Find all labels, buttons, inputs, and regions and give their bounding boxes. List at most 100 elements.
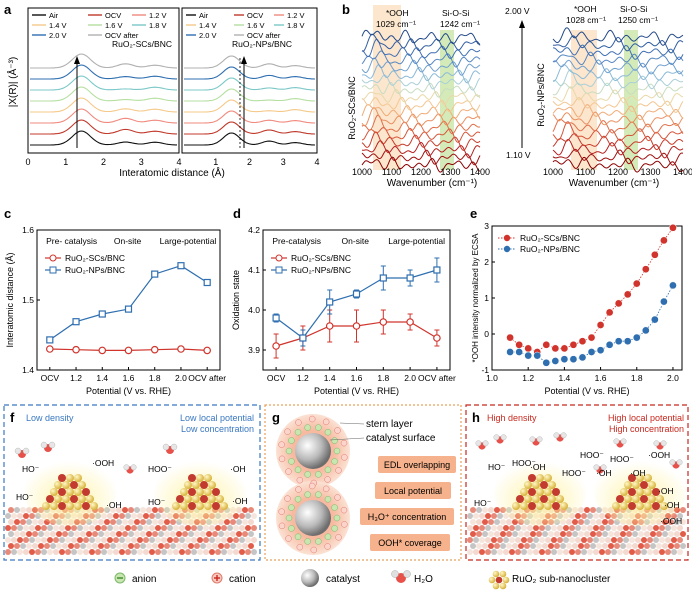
h-cluster-1-atom	[512, 502, 520, 510]
b-xtick-r-4: 1400	[673, 167, 692, 177]
f-cluster-2-atom	[220, 502, 228, 510]
chart-c-point-1-3	[124, 305, 133, 313]
h-cluster-1-atom	[552, 488, 560, 496]
g-anion-0-9	[294, 428, 302, 436]
substrate-atom	[470, 519, 476, 525]
f-cluster-1-atom	[62, 481, 70, 489]
substrate-atom	[680, 543, 686, 549]
substrate-atom	[83, 525, 89, 531]
h-water-5-h1	[653, 440, 660, 447]
h-water-2-h2	[536, 436, 543, 443]
panel-d-chart: OCV 1.2 1.4 1.6 1.8 2.0 OCV after 3.9 4.0 4.1 4.2 P…	[231, 225, 456, 396]
g-box-0	[378, 456, 456, 473]
substrate-atom	[650, 531, 656, 537]
chart-d-point-0-2	[325, 322, 334, 330]
panel-label-a: a	[4, 2, 12, 17]
chart-e-point-1-17	[660, 297, 668, 306]
substrate-atom	[164, 519, 170, 525]
chart-c-ylabel: Interatomic distance (Å)	[5, 252, 15, 347]
g-cation-1-7	[278, 508, 285, 515]
substrate-atom	[14, 543, 20, 549]
substrate-atom	[575, 525, 581, 531]
substrate-atom	[218, 531, 224, 537]
substrate-atom	[629, 537, 635, 543]
g-stern-pointer	[339, 422, 365, 425]
substrate-atom	[47, 537, 53, 543]
substrate-atom	[35, 525, 41, 531]
substrate-atom	[245, 537, 251, 543]
substrate-atom	[482, 543, 488, 549]
panel-a-legend: Air Air OCV OCV 1.2 V 1.2 V 1.4 V 1.4 V 1.6 V 1.6…	[32, 11, 305, 40]
chart-c-point-1-2	[98, 310, 106, 318]
cluster-icon-atom-2	[488, 576, 496, 584]
substrate-atom	[593, 549, 599, 555]
substrate-atom	[41, 549, 47, 555]
chart-e-point-0-13	[623, 290, 632, 299]
h-cluster-1-atom	[528, 502, 536, 510]
chart-d-legend-marker-0	[275, 254, 283, 262]
substrate-atom	[26, 531, 32, 537]
f-cluster-2-atom	[192, 481, 200, 489]
substrate-atom	[56, 531, 62, 537]
h-cluster-1-atom	[520, 502, 528, 510]
substrate-atom	[677, 513, 683, 519]
substrate-atom	[650, 543, 656, 549]
substrate-atom	[242, 519, 248, 525]
substrate-atom	[98, 519, 104, 525]
substrate-atom	[488, 531, 494, 537]
chart-e-ytick-0: -1	[481, 365, 489, 375]
panel-b-peak-ooh-left-val: 1029 cm⁻¹	[376, 19, 416, 29]
substrate-atom	[119, 537, 125, 543]
g-box-label-3: OOH* coverage	[378, 538, 442, 548]
substrate-atom	[671, 537, 677, 543]
substrate-atom	[548, 543, 554, 549]
cluster-icon-atom-1	[499, 570, 507, 578]
substrate-atom	[545, 525, 551, 531]
substrate-atom	[104, 543, 110, 549]
chart-e-point-1-15	[641, 326, 650, 335]
h-cluster-1-atom	[560, 502, 568, 510]
substrate-atom	[26, 543, 32, 549]
chart-e-point-1-0	[506, 348, 514, 356]
substrate-atom	[14, 519, 20, 525]
ir-left-4	[362, 127, 481, 143]
chart-e-point-0-11	[605, 308, 614, 317]
substrate-atom	[230, 531, 236, 537]
f-cluster-2-atom	[180, 488, 188, 496]
substrate-atom	[182, 543, 188, 549]
exafs-left-1	[30, 119, 177, 135]
chart-d-ytick-0: 3.9	[248, 345, 260, 355]
panel-b-left-ylabel: RuO₂-SCs/BNC	[347, 76, 357, 140]
panel-b-ticks: 1000 1000 1100 1100 1200 1200 1300 1300 1400 1400	[352, 167, 692, 177]
g-catalyst-1	[295, 500, 331, 536]
h-species-3: HOO⁻	[580, 450, 604, 460]
panel-a-ylabel: |X(R)| (Å⁻³)	[6, 57, 19, 107]
substrate-atom	[557, 549, 563, 555]
chart-d-ytick-3: 4.2	[248, 225, 260, 235]
ir-left-7	[361, 103, 481, 120]
h-cluster-1-atom	[540, 495, 548, 503]
substrate-atom	[476, 519, 482, 525]
substrate-atom	[119, 513, 125, 519]
h-cluster-1-atom	[536, 502, 544, 510]
substrate-atom	[653, 537, 659, 543]
substrate-atom	[179, 549, 185, 555]
panel-e-chart: 1.0 1.2 1.4 1.6 1.8 2.0 -1 0 1 2 3 Potential (V vs.…	[471, 221, 683, 396]
substrate-atom	[614, 543, 620, 549]
f-water-3-h1	[123, 464, 130, 471]
chart-e-xtick-1: 1.2	[522, 373, 534, 383]
ir-left-3	[361, 131, 481, 151]
substrate-atom	[587, 549, 593, 555]
chart-e-point-1-16	[651, 315, 659, 324]
substrate-atom	[209, 525, 215, 531]
substrate-atom	[86, 543, 92, 549]
cluster-icon-atom-6	[499, 582, 507, 590]
panel-a: a |X(R)| (Å⁻³) RuO₂-SCs/BNC RuO₂-NPs/BNC…	[4, 2, 320, 179]
substrate-atom	[29, 549, 35, 555]
chart-c-legend-label-1: RuO₂-NPs/BNC	[65, 265, 125, 275]
substrate-atom	[17, 513, 23, 519]
substrate-atom	[212, 531, 218, 537]
chart-c-point-0-5	[177, 345, 185, 353]
substrate-atom	[110, 507, 116, 513]
h-cluster-1-atom	[532, 495, 540, 503]
